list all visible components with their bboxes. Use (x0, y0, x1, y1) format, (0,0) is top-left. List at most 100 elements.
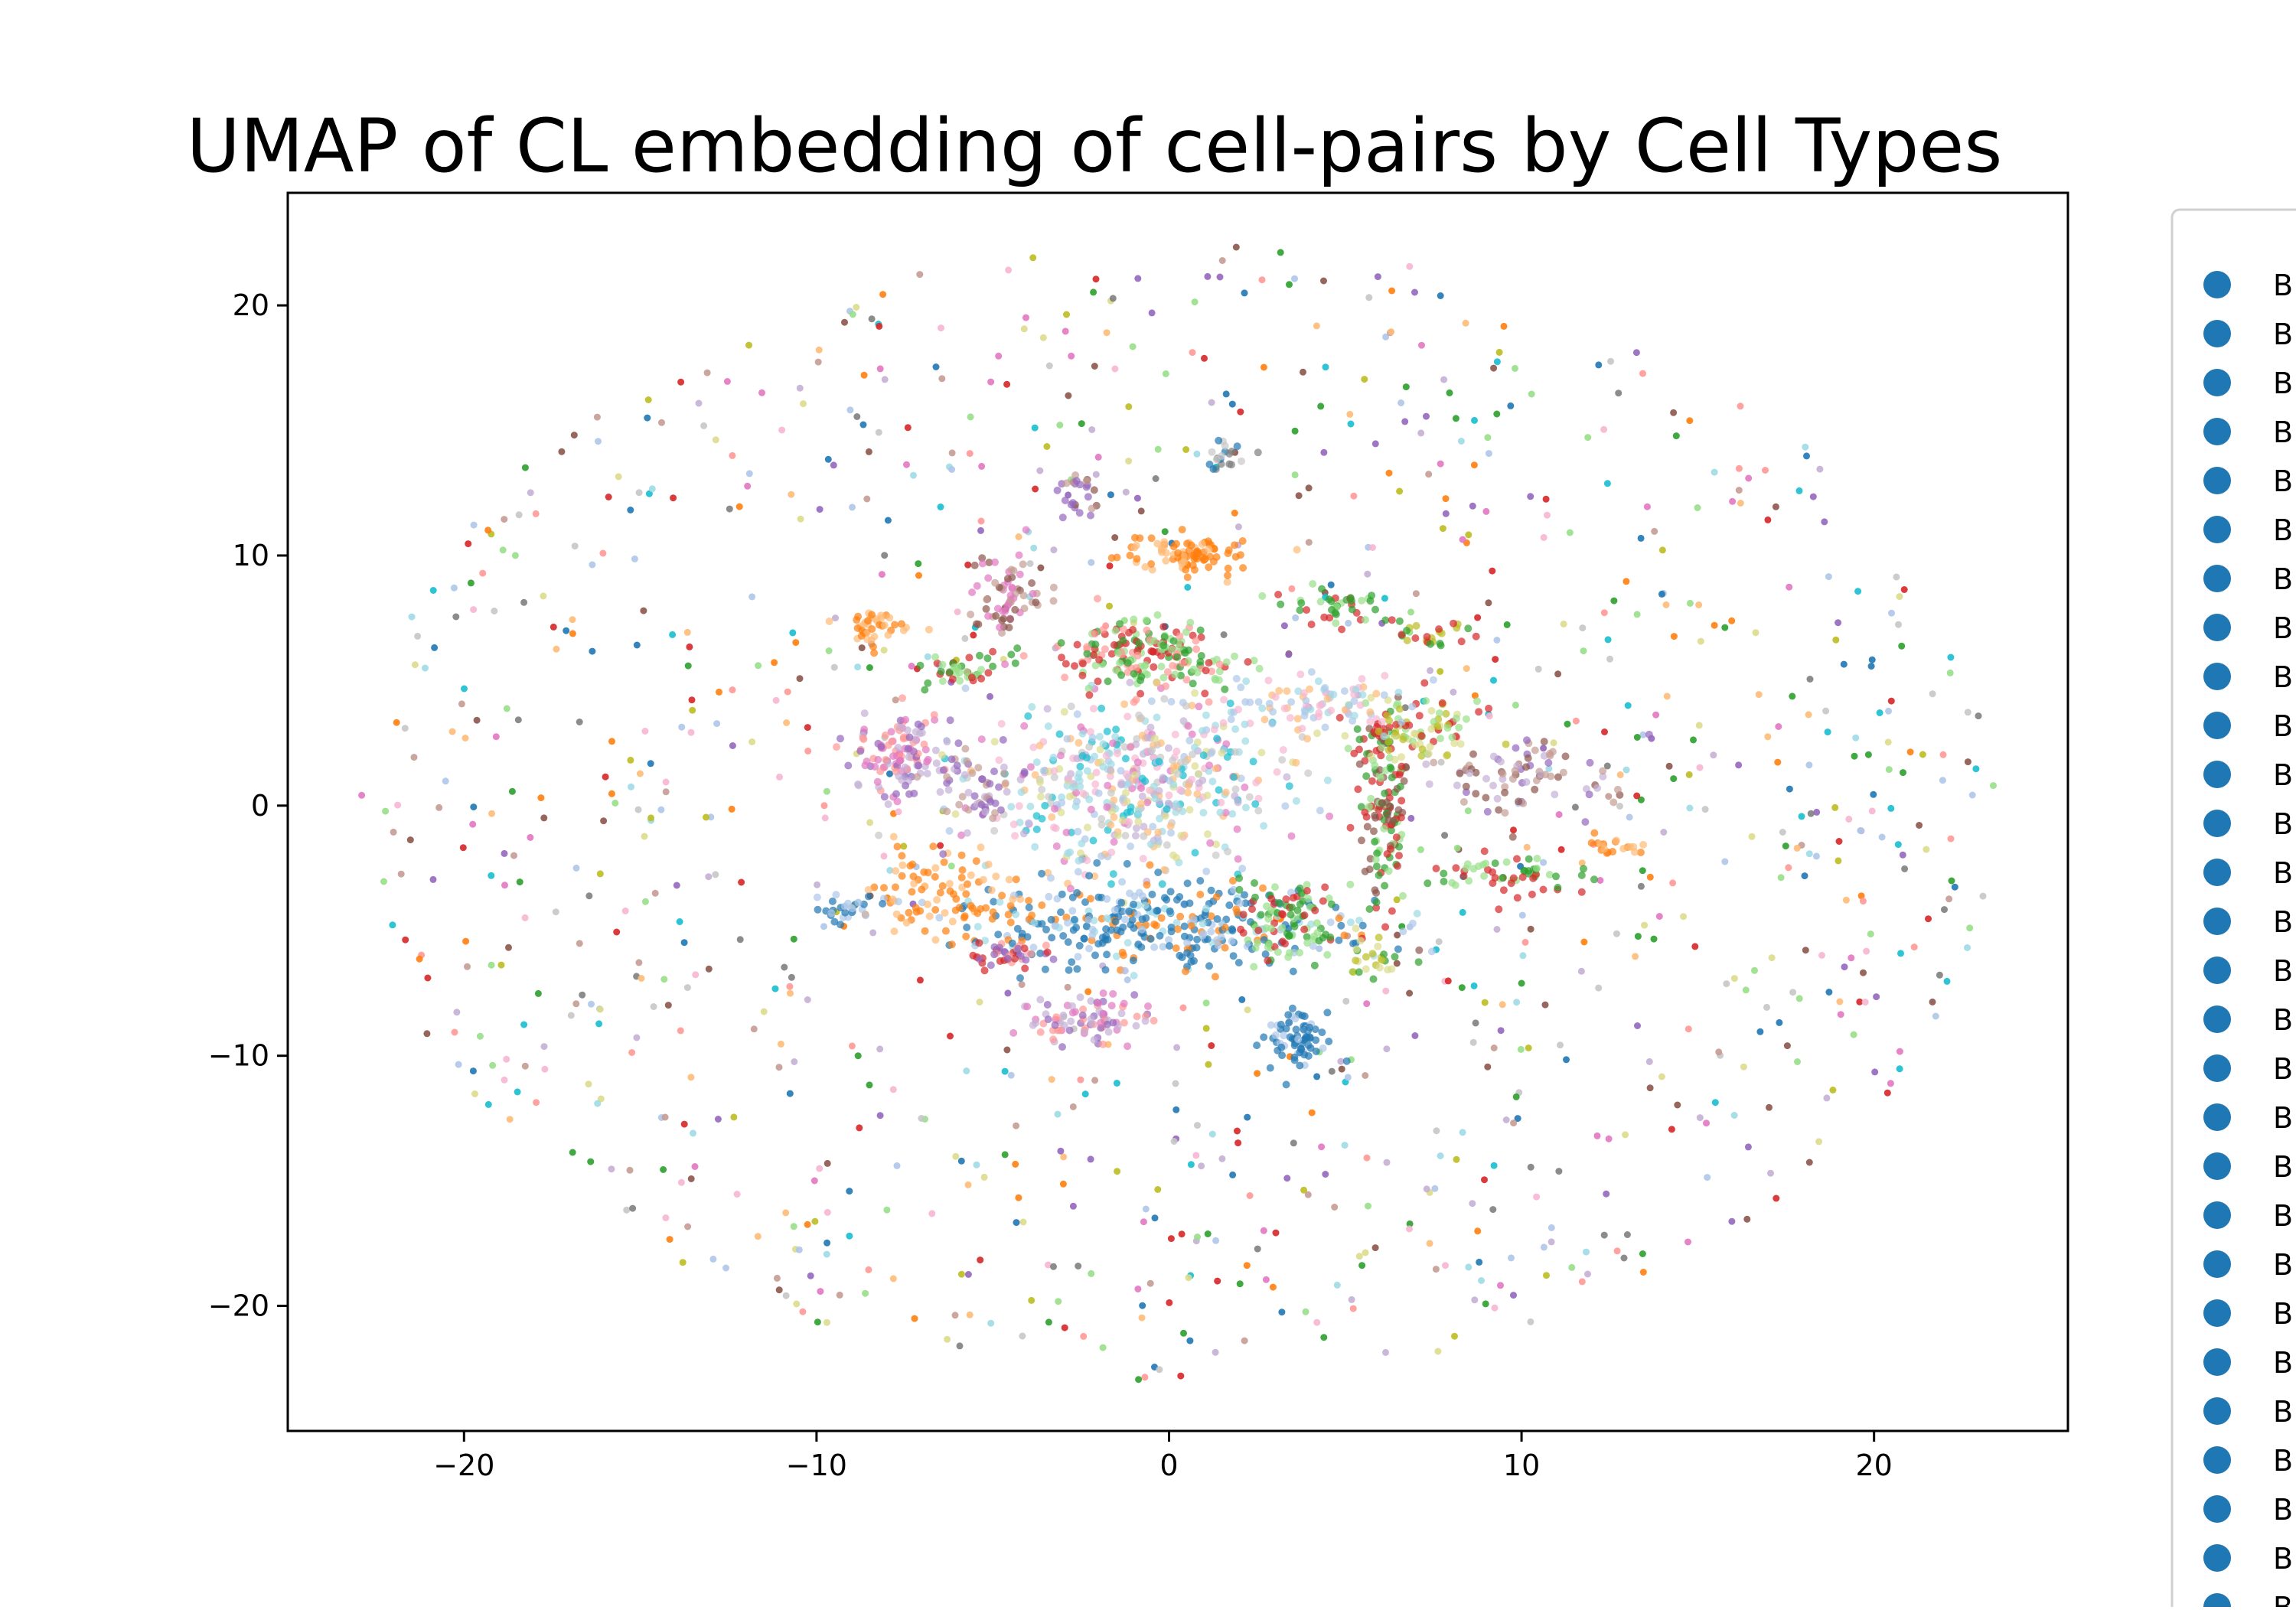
data-point (1004, 989, 1012, 997)
cluster-point (1008, 583, 1016, 592)
cluster-point (1289, 894, 1297, 902)
cluster-point (1254, 698, 1263, 706)
cluster-point (1174, 925, 1182, 934)
cluster-point (1443, 751, 1452, 759)
cluster-point (882, 755, 890, 764)
data-point (1459, 908, 1466, 916)
cluster-point (1223, 578, 1231, 586)
cluster-point (1161, 812, 1169, 820)
cluster-point (1225, 450, 1234, 458)
cluster-point (1077, 849, 1084, 857)
cluster-point (1153, 539, 1162, 548)
data-point (1595, 361, 1603, 369)
cluster-point (840, 902, 849, 911)
data-point (650, 1003, 657, 1010)
data-point (501, 516, 508, 523)
data-point (1669, 879, 1677, 887)
cluster-point (972, 620, 980, 628)
cluster-point (1368, 777, 1376, 785)
data-point (459, 844, 467, 852)
cluster-point (1176, 912, 1185, 921)
data-point (733, 1191, 741, 1198)
cluster-point (1053, 486, 1062, 494)
cluster-point (1513, 894, 1521, 902)
cluster-point (1111, 627, 1120, 635)
cluster-point (1159, 623, 1168, 631)
cluster-point (963, 924, 971, 931)
cluster-point (1009, 895, 1017, 904)
cluster-point (899, 735, 908, 743)
cluster-point (1172, 918, 1181, 927)
cluster-point (1307, 668, 1316, 676)
data-point (450, 584, 458, 592)
cluster-point (1153, 679, 1161, 687)
data-point (1474, 614, 1482, 621)
cluster-point (1280, 1032, 1288, 1040)
cluster-point (1455, 723, 1463, 732)
data-point (1481, 999, 1489, 1006)
cluster-point (1284, 953, 1293, 961)
data-point (1910, 944, 1918, 951)
cluster-point (1071, 662, 1078, 670)
data-point (977, 517, 985, 525)
cluster-point (1165, 942, 1173, 950)
data-point (588, 1000, 595, 1008)
cluster-point (962, 890, 970, 898)
cluster-point (1599, 767, 1607, 775)
cluster-point (1003, 787, 1011, 796)
cluster-point (1251, 893, 1259, 901)
legend-marker (2203, 663, 2231, 690)
cluster-point (1221, 442, 1229, 450)
data-point (948, 449, 956, 457)
data-point (1444, 977, 1452, 985)
data-point (1972, 765, 1980, 773)
data-point (947, 862, 955, 870)
data-point (745, 470, 753, 477)
cluster-point (1023, 933, 1032, 941)
cluster-point (1277, 1043, 1286, 1051)
data-point (1393, 896, 1401, 904)
data-point (1623, 766, 1630, 774)
cluster-point (974, 909, 982, 917)
cluster-point (1626, 842, 1634, 851)
data-point (448, 728, 456, 735)
cluster-point (1186, 618, 1195, 627)
cluster-point (1126, 551, 1134, 559)
data-point (605, 494, 612, 500)
cluster-point (947, 755, 956, 764)
cluster-point (1159, 641, 1168, 650)
data-point (408, 613, 416, 621)
cluster-point (1188, 775, 1195, 784)
cluster-point (1269, 708, 1277, 716)
data-point (623, 1206, 631, 1214)
cluster-point (1146, 861, 1154, 869)
cluster-point (1433, 722, 1442, 731)
data-point (892, 696, 899, 704)
data-point (1803, 452, 1810, 460)
cluster-point (1296, 1061, 1304, 1070)
data-point (1236, 1280, 1244, 1288)
data-point (491, 608, 498, 614)
cluster-point (1513, 855, 1521, 863)
data-point (521, 914, 529, 921)
cluster-point (1110, 838, 1118, 846)
data-point (1028, 1296, 1035, 1304)
cluster-point (996, 944, 1004, 952)
data-point (1743, 1215, 1751, 1223)
data-point (1383, 1045, 1391, 1053)
data-point (678, 723, 686, 731)
data-point (1015, 1194, 1022, 1201)
data-point (1198, 1162, 1205, 1170)
cluster-point (1415, 946, 1424, 954)
cluster-point (1531, 746, 1539, 754)
data-point (1703, 1120, 1710, 1127)
data-point (1081, 1090, 1089, 1098)
legend-label: B (2273, 1591, 2293, 1607)
cluster-point (1199, 809, 1208, 816)
cluster-point (1397, 762, 1406, 771)
cluster-point (1329, 690, 1338, 699)
cluster-point (1192, 637, 1200, 645)
cluster-point (957, 851, 966, 859)
data-point (966, 450, 974, 458)
cluster-point (1241, 891, 1248, 899)
